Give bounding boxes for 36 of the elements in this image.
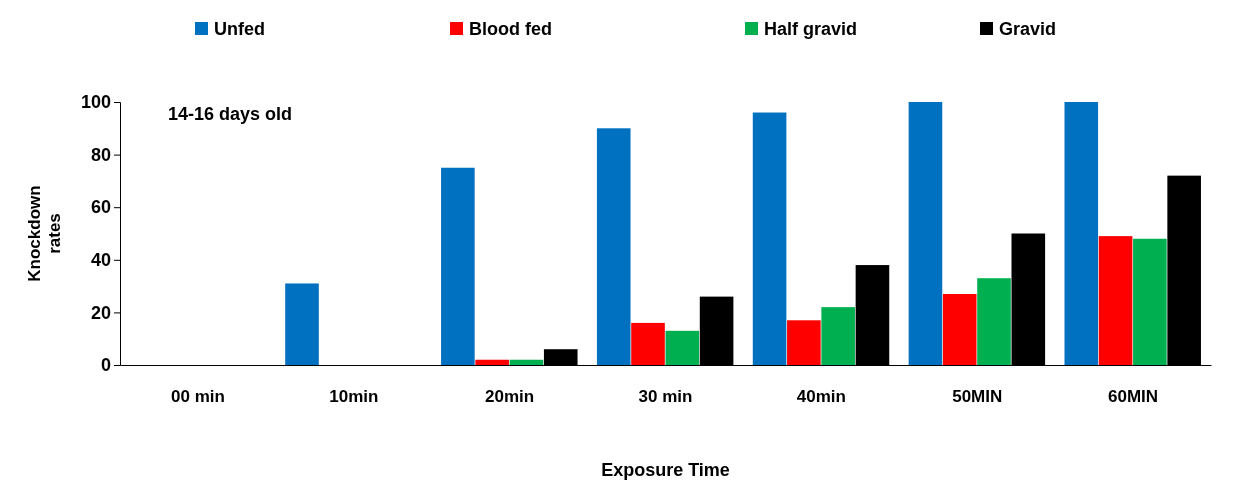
x-tick-label: 00 min bbox=[171, 387, 225, 406]
legend-label: Unfed bbox=[214, 19, 265, 39]
y-tick-label: 60 bbox=[90, 197, 111, 218]
bar bbox=[631, 322, 665, 365]
x-tick-label: 60MIN bbox=[1108, 387, 1159, 406]
bar bbox=[475, 359, 509, 365]
y-tick-label: 0 bbox=[100, 355, 111, 376]
x-tick-label: 30 min bbox=[638, 387, 693, 406]
x-tick-label: 40min bbox=[796, 387, 846, 406]
y-tick-label: 80 bbox=[90, 144, 111, 165]
x-tick-label: 50MIN bbox=[952, 387, 1003, 406]
bar bbox=[665, 330, 700, 365]
y-axis-title: Knockdown rates bbox=[25, 185, 65, 282]
x-axis-title: Exposure Time bbox=[601, 460, 730, 480]
bar bbox=[821, 307, 855, 365]
bar bbox=[596, 128, 631, 365]
y-tick-label: 20 bbox=[90, 302, 111, 323]
bar bbox=[977, 278, 1011, 365]
y-tick-label: 100 bbox=[80, 92, 111, 113]
bar bbox=[285, 283, 319, 365]
bar bbox=[942, 293, 977, 365]
legend-label: Gravid bbox=[999, 19, 1057, 39]
bar bbox=[787, 320, 821, 365]
x-tick-label: 10min bbox=[329, 387, 379, 406]
y-tick-label: 40 bbox=[90, 250, 111, 271]
x-tick-label: 20min bbox=[485, 387, 535, 406]
bar bbox=[441, 167, 475, 365]
legend-label: Blood fed bbox=[469, 19, 552, 39]
bar bbox=[908, 102, 943, 365]
bar bbox=[1098, 236, 1133, 365]
bar bbox=[1064, 102, 1099, 365]
bar bbox=[752, 112, 787, 365]
bar bbox=[509, 359, 544, 365]
legend-label: Half gravid bbox=[764, 19, 858, 39]
bar bbox=[1133, 238, 1167, 365]
annotation: 14-16 days old bbox=[168, 104, 293, 124]
